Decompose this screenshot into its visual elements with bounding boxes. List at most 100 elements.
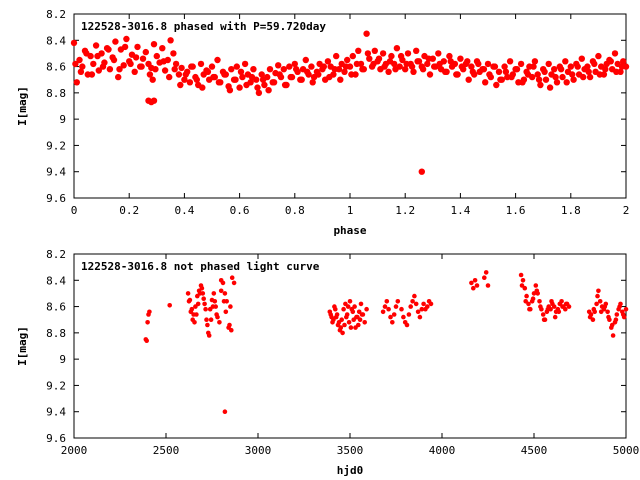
data-point bbox=[332, 304, 337, 309]
data-point bbox=[212, 299, 218, 304]
data-point bbox=[70, 39, 78, 47]
data-point bbox=[545, 306, 551, 312]
data-point bbox=[584, 63, 591, 70]
unphased-ytick-label: 8.2 bbox=[46, 248, 66, 261]
data-point bbox=[298, 76, 305, 83]
data-point bbox=[517, 60, 525, 68]
phased-series-0 bbox=[70, 30, 630, 175]
data-point bbox=[226, 87, 234, 94]
data-point bbox=[335, 322, 341, 328]
data-point bbox=[145, 320, 150, 325]
data-point bbox=[228, 304, 233, 309]
data-point bbox=[408, 63, 416, 70]
data-point bbox=[281, 81, 289, 89]
data-point bbox=[344, 312, 350, 317]
unphased-light-curve-chart: 2000 2500 3000 3500 4000 4500 5000 8.2 8.4 8.6 8.8… bbox=[16, 248, 639, 477]
data-point bbox=[337, 76, 344, 83]
data-point bbox=[83, 50, 90, 57]
data-point bbox=[356, 322, 361, 328]
data-point bbox=[218, 288, 224, 294]
data-point bbox=[99, 63, 107, 70]
data-point bbox=[413, 47, 420, 54]
data-point bbox=[533, 283, 539, 288]
data-point bbox=[523, 299, 528, 304]
unphased-xtick-label: 4500 bbox=[521, 444, 548, 457]
data-point bbox=[391, 312, 397, 317]
data-point bbox=[574, 63, 581, 70]
data-point bbox=[493, 81, 500, 89]
data-point bbox=[620, 312, 626, 317]
phased-ytick-label: 8.8 bbox=[46, 87, 66, 100]
data-point bbox=[167, 37, 174, 44]
phased-xtick-label: 1 bbox=[347, 204, 354, 217]
data-point bbox=[393, 304, 399, 309]
data-point bbox=[435, 50, 442, 57]
data-point bbox=[527, 306, 532, 312]
data-point bbox=[204, 68, 212, 76]
data-point bbox=[188, 309, 194, 315]
data-point bbox=[232, 76, 239, 83]
data-point bbox=[524, 71, 532, 78]
data-point bbox=[475, 60, 482, 68]
unphased-ytick-label: 8.6 bbox=[46, 301, 66, 314]
data-point bbox=[110, 56, 118, 64]
data-point bbox=[324, 58, 332, 65]
data-point bbox=[431, 63, 438, 70]
data-point bbox=[545, 60, 552, 68]
data-point bbox=[410, 68, 417, 76]
data-point bbox=[613, 68, 620, 76]
data-point bbox=[446, 52, 453, 60]
data-point bbox=[596, 288, 601, 294]
data-point bbox=[384, 299, 390, 304]
data-point bbox=[578, 55, 585, 62]
data-point bbox=[586, 73, 594, 81]
data-point bbox=[320, 63, 327, 70]
unphased-ytick-label: 9.2 bbox=[46, 379, 66, 392]
data-point bbox=[186, 79, 194, 86]
data-point bbox=[541, 317, 547, 323]
data-point bbox=[170, 50, 177, 57]
data-point bbox=[123, 35, 130, 43]
data-point bbox=[248, 73, 256, 81]
data-point bbox=[518, 272, 524, 278]
data-point bbox=[265, 87, 272, 94]
data-point bbox=[610, 333, 616, 338]
data-point bbox=[595, 52, 602, 60]
data-point bbox=[286, 63, 293, 70]
phased-plot-title: 122528-3016.8 phased with P=59.720day bbox=[81, 20, 326, 33]
data-point bbox=[348, 71, 355, 78]
data-point bbox=[551, 304, 557, 309]
data-point bbox=[364, 50, 372, 57]
data-point bbox=[204, 317, 209, 323]
data-point bbox=[382, 304, 388, 309]
data-point bbox=[546, 84, 554, 91]
data-point bbox=[236, 84, 243, 91]
data-point bbox=[453, 71, 460, 78]
data-point bbox=[350, 309, 356, 315]
data-point bbox=[591, 306, 597, 312]
data-point bbox=[261, 81, 268, 89]
data-point bbox=[352, 304, 357, 309]
data-point bbox=[469, 280, 474, 286]
data-point bbox=[560, 304, 565, 309]
data-point bbox=[549, 299, 554, 304]
data-point bbox=[567, 63, 574, 70]
data-point bbox=[233, 63, 240, 70]
data-point bbox=[501, 63, 508, 70]
data-point bbox=[214, 56, 221, 64]
data-point bbox=[239, 73, 246, 81]
data-point bbox=[139, 55, 147, 62]
data-point bbox=[353, 60, 361, 68]
data-point bbox=[333, 52, 340, 60]
data-point bbox=[563, 301, 569, 307]
data-point bbox=[596, 71, 603, 78]
data-point bbox=[355, 47, 362, 54]
data-point bbox=[258, 71, 265, 78]
data-point bbox=[206, 333, 212, 338]
data-point bbox=[570, 76, 577, 83]
data-point bbox=[393, 45, 401, 52]
data-point bbox=[580, 73, 587, 81]
data-point bbox=[94, 52, 101, 60]
data-point bbox=[215, 79, 223, 86]
